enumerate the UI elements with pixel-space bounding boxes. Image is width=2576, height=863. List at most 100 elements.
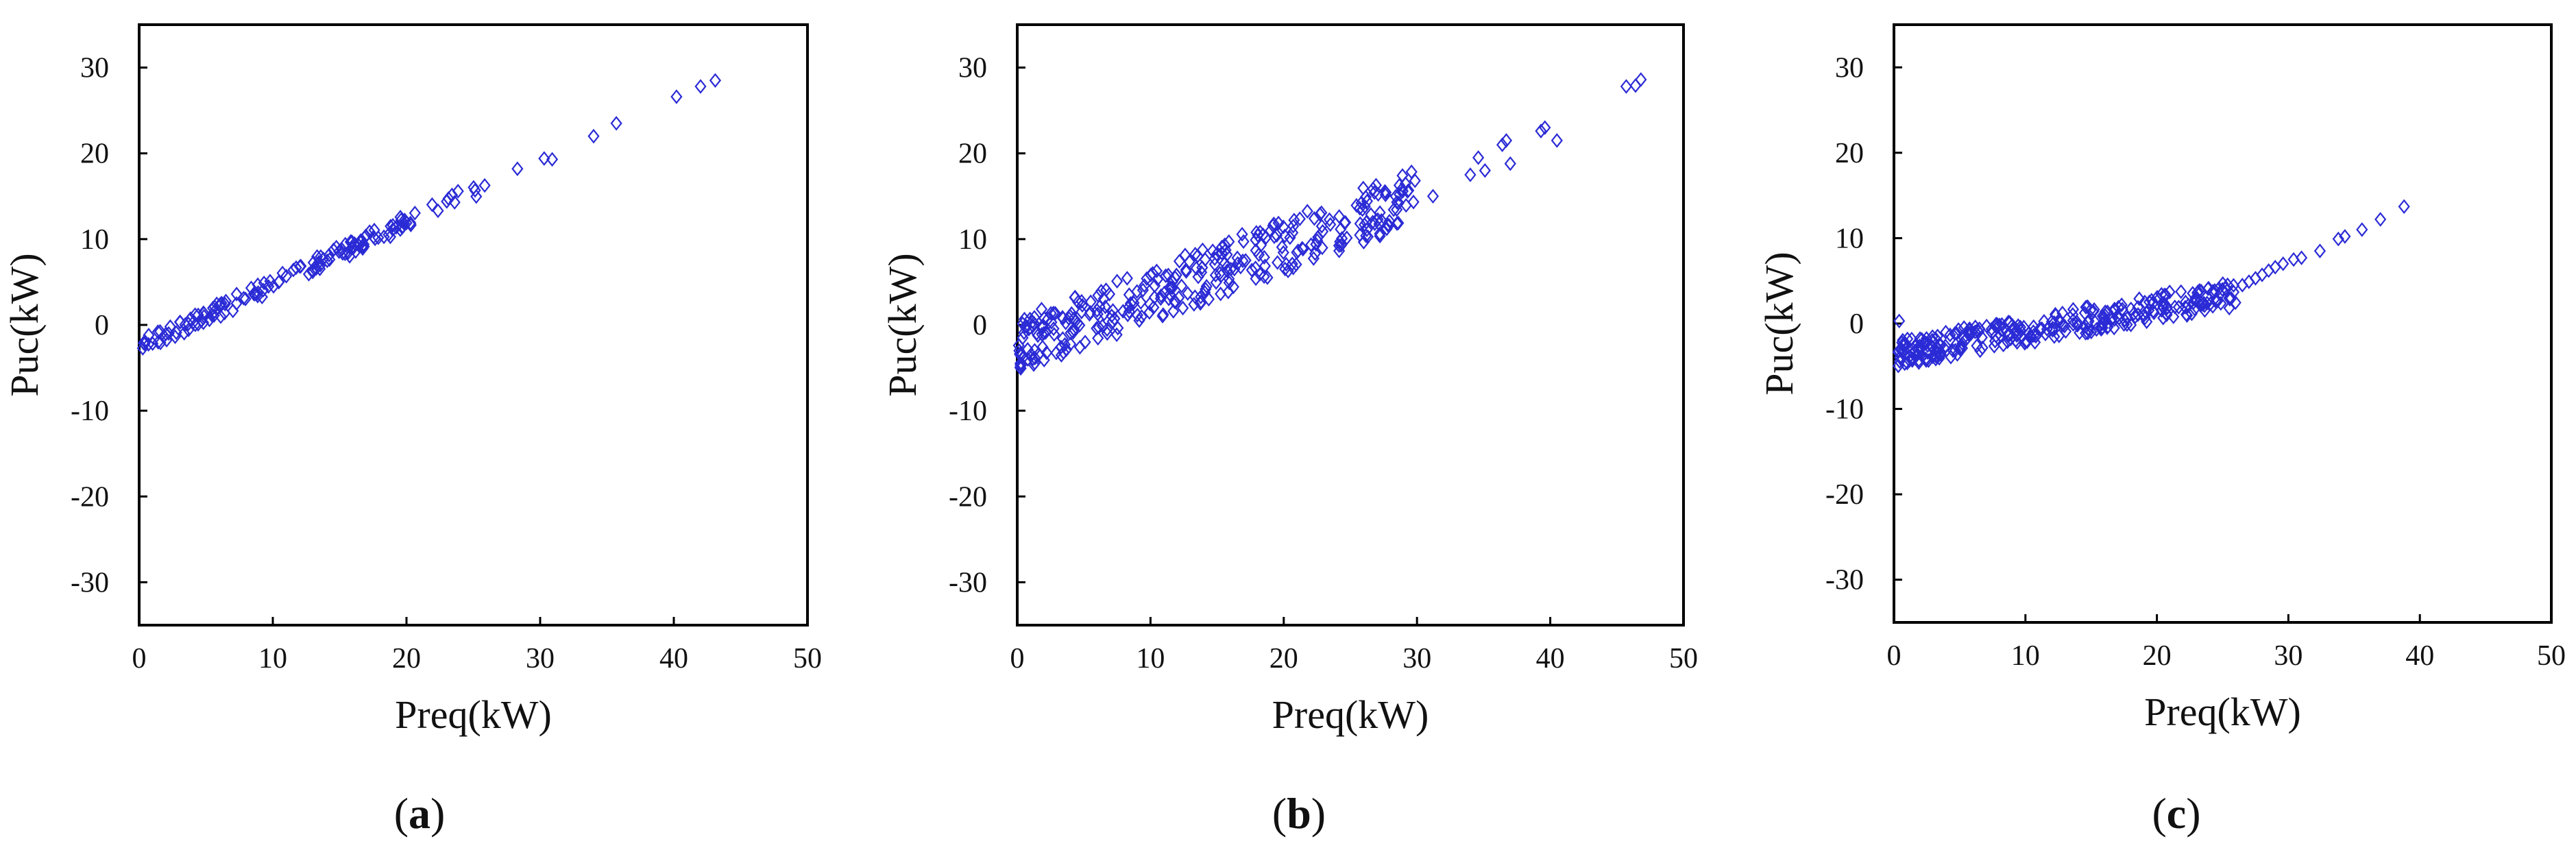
data-point: [368, 222, 380, 238]
data-point: [1042, 311, 1054, 327]
data-point: [2053, 328, 2065, 343]
data-point: [1324, 217, 1337, 232]
data-point: [2179, 300, 2191, 315]
data-point: [2185, 306, 2198, 321]
data-point: [1335, 221, 1347, 237]
data-point: [1272, 215, 1285, 231]
data-point: [1152, 271, 1164, 287]
y-tick-label: 0: [1849, 308, 1864, 340]
data-point: [1148, 278, 1161, 293]
y-tick-label: -20: [949, 481, 987, 513]
x-tick-label: 40: [2405, 640, 2434, 672]
data-point: [2222, 277, 2234, 293]
data-point: [1323, 212, 1336, 228]
data-point: [1183, 254, 1195, 269]
data-point: [2046, 323, 2058, 338]
panel-c: 30 20 10 0 -10 -20 -30 0 10 20 30 40 50 Preq(kW) Puc(k…: [1757, 23, 2566, 838]
data-point: [1374, 228, 1386, 244]
data-point: [367, 230, 380, 245]
data-point: [1164, 287, 1176, 302]
data-point: [2048, 315, 2061, 330]
data-point: [1926, 349, 1939, 365]
data-point: [321, 253, 334, 269]
data-point: [1027, 351, 1039, 367]
data-point: [2139, 294, 2151, 310]
data-point: [1278, 228, 1291, 243]
data-point: [1391, 202, 1403, 217]
data-point: [400, 215, 413, 230]
data-point: [2115, 297, 2128, 313]
data-point: [1280, 256, 1292, 272]
data-point: [309, 259, 321, 275]
data-point: [1036, 326, 1048, 342]
data-point: [1228, 261, 1241, 277]
data-point: [306, 264, 319, 280]
x-axis-label: Preq(kW): [2144, 690, 2301, 734]
panel-caption: (b): [1272, 789, 1326, 838]
data-point: [1038, 352, 1050, 368]
data-point: [2223, 300, 2235, 316]
x-tick-label: 40: [1536, 643, 1565, 674]
data-point: [1894, 350, 1906, 365]
data-point: [345, 234, 357, 249]
data-point: [247, 287, 260, 302]
data-point: [1312, 230, 1324, 245]
data-point: [219, 306, 231, 321]
data-point: [1177, 300, 1189, 316]
data-point: [1029, 350, 1041, 366]
data-point: [2058, 318, 2071, 334]
caption-close: ): [2186, 789, 2200, 838]
data-point: [2133, 291, 2146, 306]
y-tick-label: 30: [1835, 52, 1864, 84]
data-point: [1899, 337, 1911, 352]
data-point: [1038, 311, 1050, 326]
data-point: [1988, 339, 2000, 354]
data-point: [2147, 304, 2159, 319]
data-point: [1215, 268, 1228, 283]
data-point: [1073, 339, 1086, 355]
y-tick-label: -10: [1825, 394, 1864, 426]
y-tick-label: -30: [949, 567, 987, 598]
data-point: [2067, 302, 2080, 317]
data-point: [1192, 269, 1204, 284]
data-point: [1268, 229, 1280, 245]
data-point: [1068, 311, 1080, 326]
data-point: [2004, 315, 2016, 330]
data-point: [1041, 345, 1053, 361]
data-point: [2215, 295, 2227, 311]
data-point: [1315, 205, 1328, 221]
data-point: [1028, 357, 1040, 372]
data-point: [387, 217, 399, 233]
data-point: [2010, 328, 2023, 343]
data-point: [1472, 150, 1485, 165]
data-point: [1367, 181, 1379, 197]
data-point: [1017, 330, 1029, 345]
y-tick-label: 10: [958, 224, 987, 256]
data-point: [1231, 250, 1243, 265]
data-point: [1062, 311, 1075, 326]
data-point: [1259, 258, 1272, 274]
data-point: [2082, 321, 2094, 337]
data-point: [1409, 173, 1421, 189]
data-point: [1258, 269, 1270, 284]
data-point: [1131, 307, 1143, 323]
data-point: [670, 89, 683, 104]
x-tick-label: 50: [2537, 640, 2566, 672]
data-point: [1225, 261, 1237, 277]
data-point: [1092, 288, 1104, 303]
x-tick-label: 40: [659, 643, 688, 674]
data-point: [192, 317, 204, 332]
data-point: [357, 236, 370, 252]
data-point: [2090, 321, 2103, 337]
data-point: [356, 233, 368, 249]
data-point: [2207, 299, 2219, 314]
data-point: [323, 247, 335, 263]
data-point: [1121, 307, 1134, 323]
data-point: [2313, 243, 2326, 258]
data-point: [2080, 319, 2092, 334]
data-point: [2071, 317, 2084, 333]
data-point: [154, 335, 167, 351]
data-point: [1378, 184, 1392, 199]
data-point: [1049, 306, 1062, 321]
